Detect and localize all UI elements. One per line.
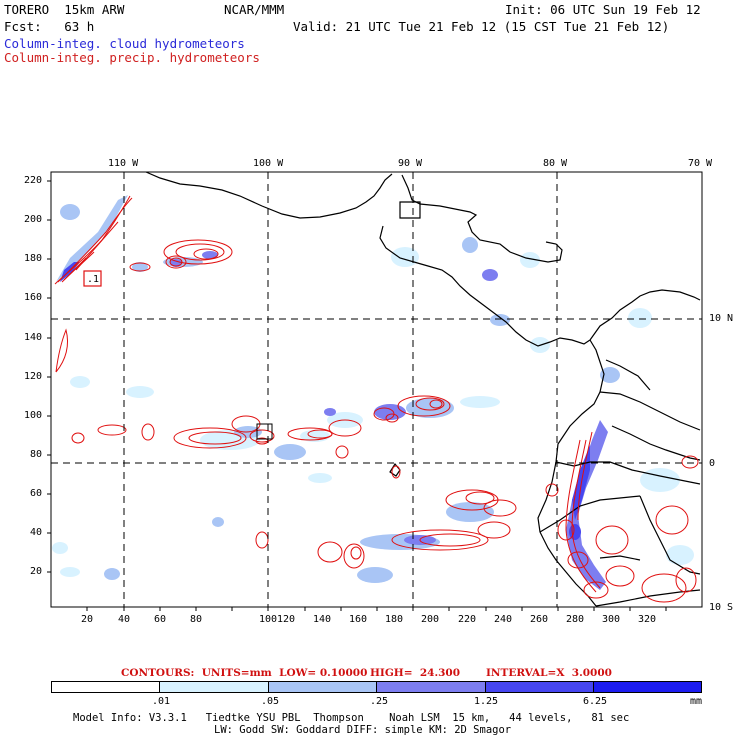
lon-label-80w: 80 W xyxy=(543,158,568,169)
box-marker-2 xyxy=(256,423,273,440)
graticule xyxy=(51,172,702,607)
y-tick-180: 180 xyxy=(24,253,43,264)
precip-hydrometeor-contours xyxy=(54,195,699,603)
x-tick-280: 280 xyxy=(566,614,585,625)
y-tick-80: 80 xyxy=(30,449,43,460)
colorbar-label-4: 6.25 xyxy=(583,696,608,707)
colorbar-segment-4 xyxy=(485,681,594,693)
x-tick-220: 220 xyxy=(458,614,477,625)
precip-field-label: Column-integ. precip. hydrometeors xyxy=(4,50,260,65)
colorbar-segment-2 xyxy=(268,681,377,693)
colorbar-label-0: .01 xyxy=(152,696,171,707)
x-tick-60: 60 xyxy=(154,614,167,625)
lon-label-90w: 90 W xyxy=(398,158,423,169)
cloud-field-label: Column-integ. cloud hydrometeors xyxy=(4,36,245,51)
tick-marks xyxy=(47,180,667,611)
model-info-line-2: LW: Godd SW: Goddard DIFF: simple KM: 2D… xyxy=(214,724,512,736)
x-tick-100: 100 xyxy=(259,614,278,625)
y-tick-220: 220 xyxy=(24,175,43,186)
x-tick-180: 180 xyxy=(385,614,404,625)
x-tick-200: 200 xyxy=(421,614,440,625)
y-tick-120: 120 xyxy=(24,371,43,382)
x-tick-160: 160 xyxy=(349,614,368,625)
lon-label-110w: 110 W xyxy=(108,158,139,169)
x-tick-240: 240 xyxy=(494,614,513,625)
x-tick-80: 80 xyxy=(190,614,203,625)
colorbar-label-2: .25 xyxy=(370,696,389,707)
map-panel: 110 W 100 W 90 W 80 W 70 W xyxy=(47,158,713,611)
lat-label-10n: 10 N xyxy=(709,313,734,324)
lon-label-100w: 100 W xyxy=(253,158,284,169)
colorbar-segment-1 xyxy=(159,681,269,693)
init-time: Init: 06 UTC Sun 19 Feb 12 xyxy=(505,2,701,17)
y-tick-60: 60 xyxy=(30,488,43,499)
y-tick-40: 40 xyxy=(30,527,43,538)
y-tick-100: 100 xyxy=(24,410,43,421)
cloud-hydrometeor-shading xyxy=(52,195,694,590)
longitude-labels: 110 W 100 W 90 W 80 W 70 W xyxy=(108,158,713,169)
x-tick-40: 40 xyxy=(118,614,131,625)
model-info-line-1: Model Info: V3.3.1 Tiedtke YSU PBL Thomp… xyxy=(73,712,630,724)
institution: NCAR/MMM xyxy=(224,2,285,17)
contour-units-low: CONTOURS: UNITS=mm LOW= 0.10000 xyxy=(121,667,368,679)
model-name: TORERO 15km ARW xyxy=(4,2,125,17)
lat-label-equator: 0 xyxy=(709,458,716,469)
x-tick-300: 300 xyxy=(602,614,621,625)
box-markers: .1 xyxy=(83,270,273,440)
lat-label-10s: 10 S xyxy=(709,602,734,613)
x-tick-260: 260 xyxy=(530,614,549,625)
y-tick-140: 140 xyxy=(24,332,43,343)
valid-time: Valid: 21 UTC Tue 21 Feb 12 (15 CST Tue … xyxy=(293,19,670,34)
y-tick-20: 20 xyxy=(30,566,43,577)
lon-label-70w: 70 W xyxy=(688,158,713,169)
x-tick-320: 320 xyxy=(638,614,657,625)
contour-interval: INTERVAL=X 3.0000 xyxy=(486,667,612,679)
colorbar-label-1: .05 xyxy=(261,696,280,707)
colorbar-segment-5 xyxy=(593,681,702,693)
box-marker-1 xyxy=(83,270,102,287)
x-tick-20: 20 xyxy=(81,614,94,625)
colorbar-units: mm xyxy=(690,696,703,707)
box-marker-1-label: .1 xyxy=(87,274,99,285)
colorbar-segment-3 xyxy=(376,681,486,693)
x-tick-140: 140 xyxy=(313,614,332,625)
x-tick-120: 120 xyxy=(277,614,296,625)
y-tick-160: 160 xyxy=(24,292,43,303)
y-tick-200: 200 xyxy=(24,214,43,225)
forecast-hour: Fcst: 63 h xyxy=(4,19,95,34)
colorbar-segment-0 xyxy=(51,681,160,693)
colorbar-label-3: 1.25 xyxy=(474,696,499,707)
contour-high: HIGH= 24.300 xyxy=(370,667,461,679)
